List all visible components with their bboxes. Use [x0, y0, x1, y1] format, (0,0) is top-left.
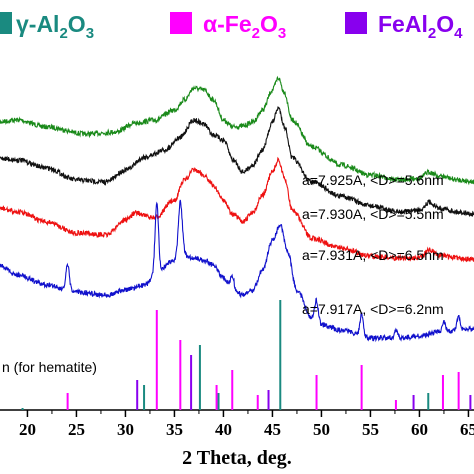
- diffraction-curves: [0, 75, 474, 343]
- x-tick-label-55: 55: [362, 420, 379, 439]
- x-tick-label-40: 40: [215, 420, 232, 439]
- series-curve-2: [0, 156, 474, 263]
- series-curve-0: [0, 75, 474, 186]
- legend: γ-Al2O3 α-Fe2O3 FeAl2O4: [0, 11, 463, 42]
- x-tick-label-45: 45: [264, 420, 281, 439]
- series-annotation-1: a=7.930A, <D>=5.5nm: [302, 206, 444, 222]
- x-axis-label: 2 Theta, deg.: [182, 447, 292, 469]
- x-tick-label-50: 50: [313, 420, 330, 439]
- series-curve-1: [0, 105, 474, 218]
- legend-label-alpha-fe2o3: α-Fe2O3: [203, 11, 286, 42]
- series-annotation-2: a=7.931A, <D>=6.5nm: [302, 247, 444, 263]
- legend-label-feal2o4: FeAl2O4: [378, 11, 463, 42]
- series-annotation-0: a=7.925A, <D>=5.6nm: [302, 172, 444, 188]
- x-tick-label-35: 35: [166, 420, 183, 439]
- legend-swatch-gamma-al2o3: [0, 12, 12, 34]
- series-curve-3: [0, 199, 474, 343]
- x-tick-label-25: 25: [68, 420, 85, 439]
- legend-swatch-feal2o4: [345, 12, 367, 34]
- reference-note: n (for hematite): [2, 359, 97, 375]
- legend-swatch-alpha-fe2o3: [170, 12, 192, 34]
- reference-lines: [21, 300, 472, 410]
- x-tick-label-30: 30: [117, 420, 134, 439]
- x-tick-label-65: 65: [460, 420, 474, 439]
- x-ticks: 20 25 30 35 40 45 50 55 60 65: [19, 410, 474, 439]
- curve-annotations: a=7.925A, <D>=5.6nm a=7.930A, <D>=5.5nm a=…: [302, 172, 444, 317]
- x-tick-label-20: 20: [19, 420, 36, 439]
- series-annotation-3: a=7.917A, <D>=6.2nm: [302, 301, 444, 317]
- x-tick-label-60: 60: [411, 420, 428, 439]
- legend-label-gamma-al2o3: γ-Al2O3: [16, 11, 94, 42]
